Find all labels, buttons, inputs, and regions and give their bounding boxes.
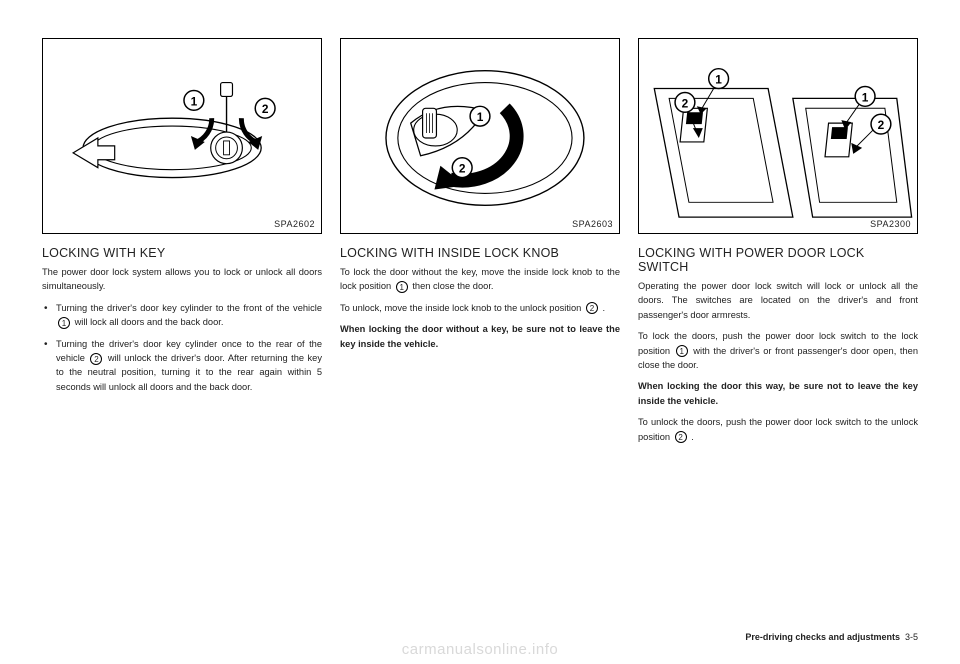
figure-inside-lock-knob: 1 2 SPA2603 [340,38,620,234]
figure-label: SPA2602 [274,219,315,229]
page-content: 1 2 SPA2602 LOCKING WITH KEY The power d… [0,0,960,473]
footer-section: Pre-driving checks and adjustments [745,632,900,642]
svg-text:2: 2 [682,96,689,110]
figure-power-door-lock-switch: 1 2 1 2 [638,38,918,234]
watermark: carmanualsonline.info [402,641,558,658]
para-warning: When locking the door without a key, be … [340,322,620,351]
figure-label: SPA2603 [572,219,613,229]
svg-text:1: 1 [862,90,869,104]
page-footer: Pre-driving checks and adjustments 3-5 [745,632,918,642]
svg-text:1: 1 [191,94,198,108]
svg-text:2: 2 [878,118,885,132]
callout-2-icon: 2 [90,353,102,365]
heading-locking-with-key: LOCKING WITH KEY [42,246,322,260]
bullet-list: Turning the driver's door key cylinder t… [42,301,322,401]
callout-1-icon: 1 [58,317,70,329]
bullet-front: Turning the driver's door key cylinder t… [42,301,322,330]
para-warning: When locking the door this way, be sure … [638,379,918,408]
figure-label: SPA2300 [870,219,911,229]
heading-power-door-lock-switch: LOCKING WITH POWER DOOR LOCK SWITCH [638,246,918,274]
figure-svg: 1 2 1 2 [639,39,917,233]
footer-page: 3-5 [905,632,918,642]
svg-text:2: 2 [459,162,466,176]
callout-2-icon: 2 [586,302,598,314]
figure-svg: 1 2 [341,39,619,233]
para-unlock: To unlock, move the inside lock knob to … [340,301,620,315]
svg-text:1: 1 [477,110,484,124]
svg-text:1: 1 [715,73,722,87]
bullet-rear: Turning the driver's door key cylinder o… [42,337,322,395]
figure-svg: 1 2 [43,39,321,233]
para-lock: To lock the doors, push the power door l… [638,329,918,372]
column-2: 1 2 SPA2603 LOCKING WITH INSIDE LOCK KNO… [340,38,620,451]
column-3: 1 2 1 2 [638,38,918,451]
heading-inside-lock-knob: LOCKING WITH INSIDE LOCK KNOB [340,246,620,260]
svg-text:2: 2 [262,102,269,116]
column-1: 1 2 SPA2602 LOCKING WITH KEY The power d… [42,38,322,451]
figure-key-cylinder: 1 2 SPA2602 [42,38,322,234]
callout-2-icon: 2 [675,431,687,443]
para-lock: To lock the door without the key, move t… [340,265,620,294]
callout-1-icon: 1 [676,345,688,357]
para-unlock: To unlock the doors, push the power door… [638,415,918,444]
para-intro: Operating the power door lock switch wil… [638,279,918,322]
para-intro: The power door lock system allows you to… [42,265,322,294]
callout-1-icon: 1 [396,281,408,293]
